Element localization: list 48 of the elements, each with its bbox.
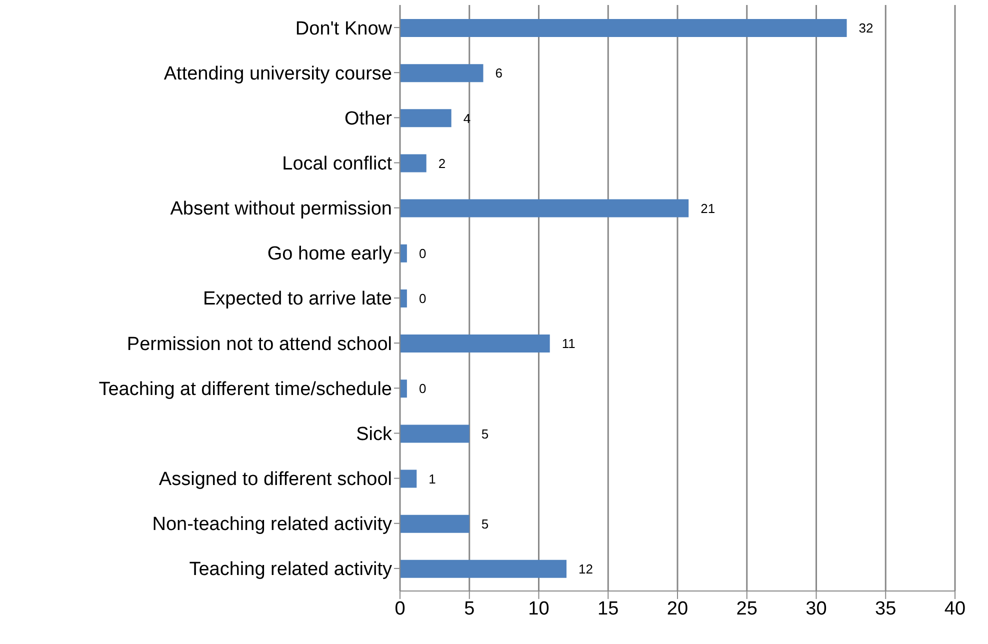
x-tick-label: 20: [666, 598, 688, 620]
bar: [400, 244, 407, 262]
bar: [400, 334, 550, 353]
bar: [400, 560, 566, 578]
bar: [400, 19, 847, 37]
bar: [400, 470, 417, 488]
data-label: 0: [418, 246, 426, 261]
x-tick-label: 10: [528, 598, 550, 620]
y-tick-label: Expected to arrive late: [202, 288, 392, 310]
data-label: 5: [481, 516, 489, 532]
data-label: 4: [463, 110, 471, 126]
data-label: 32: [858, 20, 874, 36]
bar: [400, 514, 470, 533]
x-tick-label: 40: [944, 598, 966, 620]
y-tick-label: Local conflict: [282, 154, 393, 175]
data-label: 6: [495, 66, 502, 81]
data-label: 12: [578, 562, 593, 577]
bar: [400, 109, 452, 128]
data-label: 0: [418, 381, 426, 396]
y-tick-label: Sick: [356, 424, 392, 445]
x-tick-label: 30: [806, 598, 827, 620]
data-label: 11: [562, 336, 576, 352]
x-tick-label: 25: [736, 598, 758, 620]
y-tick-label: Don't Know: [295, 18, 392, 40]
y-tick-label: Non-teaching related activity: [152, 514, 392, 536]
bar: [400, 154, 426, 172]
x-tick-label: 15: [598, 598, 619, 620]
y-tick-label: Teaching at different time/schedule: [98, 378, 392, 400]
data-label: 0: [418, 291, 426, 306]
y-tick-label: Other: [344, 108, 393, 130]
bar: [400, 424, 470, 443]
data-label: 5: [481, 426, 489, 442]
x-tick-label: 5: [464, 598, 475, 620]
x-tick-label: 0: [394, 598, 406, 620]
data-label: 2: [438, 156, 446, 171]
y-tick-label: Permission not to attend school: [126, 334, 392, 355]
y-tick-label: Teaching related activity: [189, 559, 392, 580]
y-tick-label: Go home early: [267, 244, 392, 265]
x-tick-label: 35: [875, 598, 896, 620]
data-label: 1: [428, 471, 436, 486]
y-tick-label: Absent without permission: [170, 198, 392, 220]
bar: [400, 64, 484, 82]
y-tick-label: Attending university course: [164, 63, 392, 84]
bar: [400, 199, 689, 218]
y-tick-label: Assigned to different school: [158, 469, 392, 490]
bar: [400, 380, 407, 398]
data-label: 21: [700, 200, 716, 216]
bar: [400, 289, 407, 308]
